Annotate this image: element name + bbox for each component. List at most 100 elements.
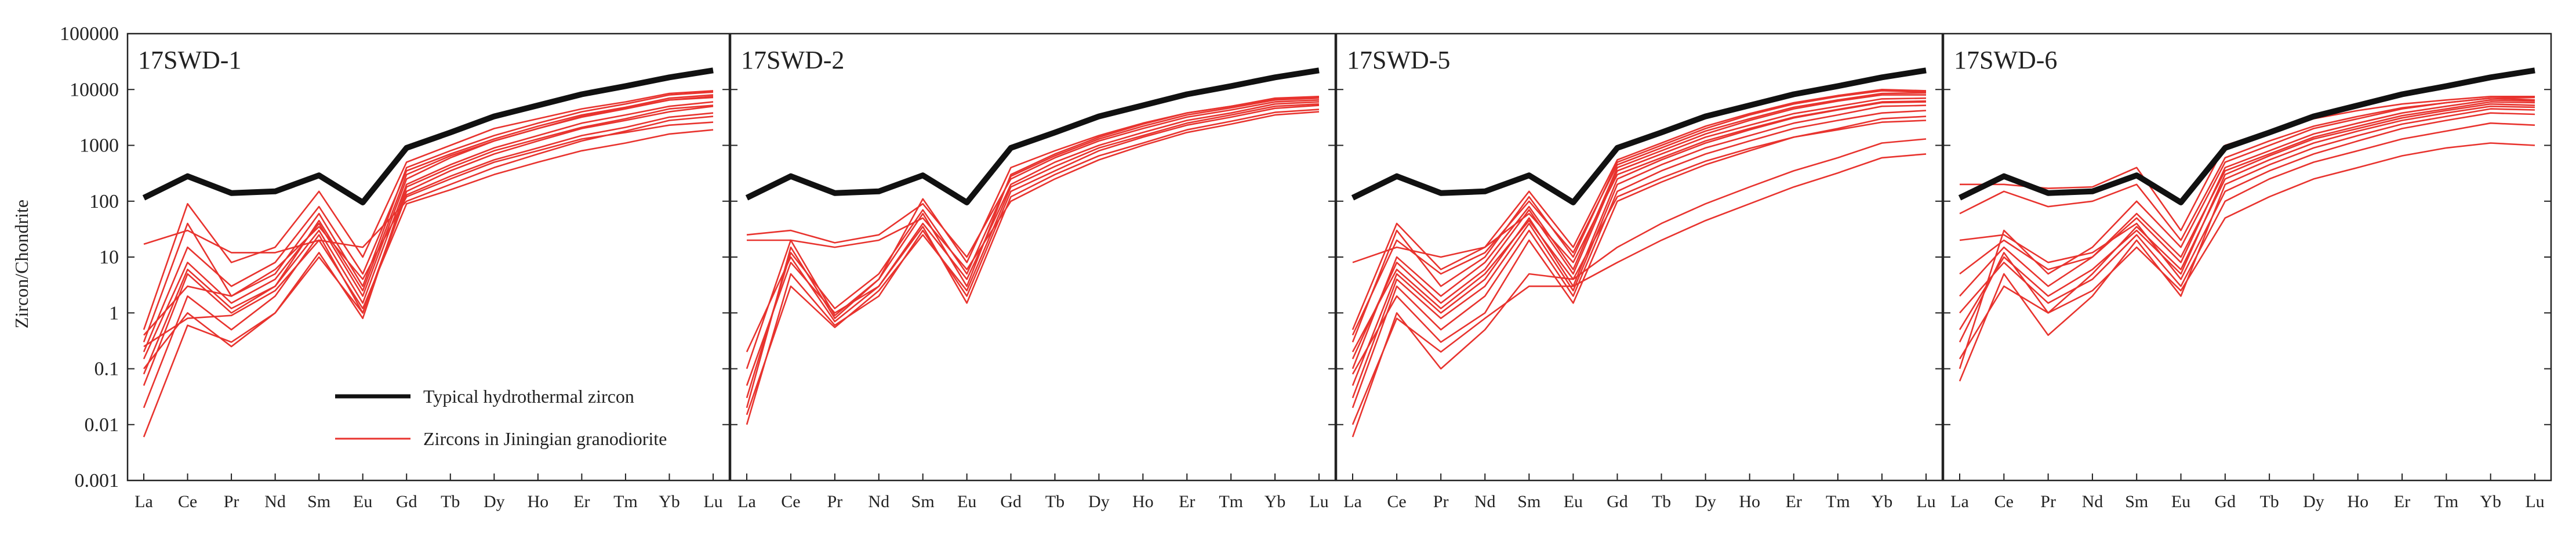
legend-label-hydrothermal: Typical hydrothermal zircon <box>423 386 634 407</box>
panel-3: La Ce Pr Nd Sm Eu Gd Tb Dy Ho Er Tm Yb Lu 17SWD-5 <box>1335 32 1943 511</box>
y-tick-label: 100000 <box>60 23 119 45</box>
x-tick-label-tb: Tb <box>1045 492 1064 511</box>
reference-series-line <box>1351 67 1927 205</box>
sample-series-line <box>143 91 714 343</box>
sample-series-line <box>1959 99 2535 297</box>
x-tick-label-la: La <box>1343 492 1362 511</box>
x-tick-label-er: Er <box>1179 492 1195 511</box>
panel-frame <box>729 32 1336 482</box>
x-tick-label-la: La <box>737 492 756 511</box>
sample-series-line <box>1352 100 1927 263</box>
legend: Typical hydrothermal zircon Zircons in J… <box>335 386 667 449</box>
sample-series-line <box>1959 96 2535 241</box>
x-tick-label-ce: Ce <box>178 492 197 511</box>
x-tick-label-tm: Tm <box>613 492 638 511</box>
panel-2: La Ce Pr Nd Sm Eu Gd Tb Dy Ho Er Tm Yb Lu 17SWD-2 <box>729 32 1336 511</box>
y-tick-label: 1000 <box>79 135 119 157</box>
sample-series-line <box>143 96 714 375</box>
x-tick-label-tm: Tm <box>1219 492 1243 511</box>
panel-4: La Ce Pr Nd Sm Eu Gd Tb Dy Ho Er Tm Yb Lu 17SWD-6 <box>1942 32 2552 511</box>
sample-series-line <box>1351 101 1927 386</box>
sample-series-line <box>747 111 1320 270</box>
panels-group: 0.001 0.01 0.1 1 10 100 1000 10000 100000 La Ce Pr N… <box>60 23 2552 511</box>
x-tick-label-sm: Sm <box>2125 492 2148 511</box>
x-tick-label-lu: Lu <box>1916 492 1935 511</box>
sample-series-line <box>1351 89 1927 330</box>
sample-series-line <box>746 103 1320 415</box>
x-tick-label-tm: Tm <box>1826 492 1850 511</box>
sample-series-line <box>1959 103 2535 330</box>
x-tick-label-dy: Dy <box>2303 492 2324 511</box>
y-tick-label: 0.01 <box>85 414 119 436</box>
x-tick-label-lu: Lu <box>1309 492 1328 511</box>
sample-series-line <box>1351 120 1927 353</box>
x-tick-label-gd: Gd <box>2215 492 2236 511</box>
sample-series-line <box>1959 105 2535 343</box>
sample-series-line <box>1351 110 1927 409</box>
x-tick-label-nd: Nd <box>1474 492 1496 511</box>
x-tick-label-er: Er <box>2394 492 2410 511</box>
sample-series-line <box>143 90 714 330</box>
x-tick-label-yb: Yb <box>1872 492 1893 511</box>
panel-title: 17SWD-6 <box>1954 46 2057 74</box>
reference-series-line <box>1958 67 2535 205</box>
x-tick-label-eu: Eu <box>957 492 976 511</box>
sample-series-line <box>143 112 714 438</box>
x-tick-label-sm: Sm <box>911 492 935 511</box>
y-tick-label: 10 <box>99 247 119 268</box>
x-tick-label-tm: Tm <box>2435 492 2459 511</box>
y-axis-label: Zircon/Chondrite <box>11 200 32 328</box>
sample-series-line <box>143 121 714 336</box>
reference-series-line <box>142 67 714 205</box>
panel-title: 17SWD-2 <box>741 46 844 74</box>
x-tick-label-ho: Ho <box>528 492 549 511</box>
x-tick-label-dy: Dy <box>1695 492 1716 511</box>
x-tick-label-la: La <box>135 492 153 511</box>
x-tick-label-nd: Nd <box>2082 492 2103 511</box>
sample-series-line <box>143 115 714 254</box>
sample-series-line <box>143 104 714 370</box>
x-tick-label-sm: Sm <box>307 492 330 511</box>
sample-series-line <box>1959 112 2535 280</box>
panel-title: 17SWD-5 <box>1347 46 1450 74</box>
x-tick-label-lu: Lu <box>2525 492 2544 511</box>
sample-series-line <box>1351 138 1927 438</box>
x-tick-label-yb: Yb <box>1265 492 1286 511</box>
sample-series-line <box>1959 101 2535 275</box>
panel-frame <box>1335 32 1943 482</box>
sample-series-line <box>746 96 1320 369</box>
reference-series-line <box>745 67 1320 205</box>
x-tick-label-tb: Tb <box>1652 492 1671 511</box>
x-tick-label-yb: Yb <box>659 492 680 511</box>
y-tick-label: 0.001 <box>75 470 119 491</box>
x-tick-label-nd: Nd <box>868 492 889 511</box>
y-tick-label: 0.1 <box>95 359 119 380</box>
x-tick-label-tb: Tb <box>2259 492 2279 511</box>
x-tick-label-dy: Dy <box>1088 492 1110 511</box>
x-tick-label-eu: Eu <box>1564 492 1583 511</box>
sample-series-line <box>746 97 1320 399</box>
x-tick-label-gd: Gd <box>1607 492 1628 511</box>
x-tick-label-nd: Nd <box>264 492 286 511</box>
sample-series-line <box>1959 108 2535 382</box>
x-tick-label-ho: Ho <box>2347 492 2368 511</box>
sample-series-line <box>1959 122 2535 314</box>
x-tick-label-er: Er <box>1786 492 1802 511</box>
sample-series-line <box>746 109 1320 353</box>
x-tick-label-pr: Pr <box>1433 492 1449 511</box>
panel-1: La Ce Pr Nd Sm Eu Gd Tb Dy Ho Er Tm Yb Lu 17SWD-1 <box>126 32 731 511</box>
x-tick-label-gd: Gd <box>1000 492 1022 511</box>
sample-series-line <box>1351 92 1927 336</box>
x-tick-label-eu: Eu <box>2171 492 2190 511</box>
x-tick-label-pr: Pr <box>827 492 843 511</box>
x-tick-label-eu: Eu <box>353 492 372 511</box>
x-tick-label-sm: Sm <box>1517 492 1540 511</box>
x-tick-label-ce: Ce <box>1387 492 1406 511</box>
x-tick-label-gd: Gd <box>396 492 417 511</box>
x-tick-label-tb: Tb <box>441 492 460 511</box>
x-tick-label-la: La <box>1950 492 1969 511</box>
sample-series-line <box>1959 142 2535 360</box>
y-tick-label: 10000 <box>70 79 119 100</box>
x-tick-label-pr: Pr <box>224 492 239 511</box>
